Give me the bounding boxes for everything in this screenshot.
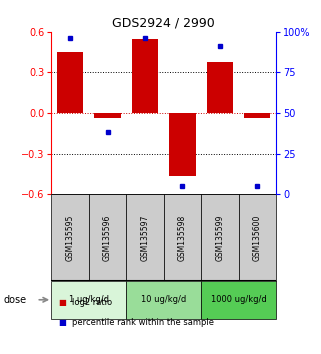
Bar (244, 113, 270, 118)
Bar (94, 113, 121, 118)
Text: GSM135598: GSM135598 (178, 215, 187, 261)
Bar (239, 194, 276, 281)
Text: dose: dose (3, 295, 26, 305)
Text: percentile rank within the sample: percentile rank within the sample (72, 318, 214, 327)
Text: 10 ug/kg/d: 10 ug/kg/d (141, 295, 186, 304)
Bar (51, 281, 126, 319)
Text: GSM135596: GSM135596 (103, 214, 112, 261)
Text: 1 ug/kg/d: 1 ug/kg/d (69, 295, 109, 304)
Bar (132, 39, 158, 113)
Bar (169, 113, 195, 177)
Title: GDS2924 / 2990: GDS2924 / 2990 (112, 16, 215, 29)
Text: GSM135600: GSM135600 (253, 214, 262, 261)
Text: ■: ■ (58, 318, 66, 327)
Text: 1000 ug/kg/d: 1000 ug/kg/d (211, 295, 266, 304)
Bar (57, 52, 83, 113)
Bar (51, 194, 89, 281)
Text: GSM135595: GSM135595 (65, 214, 74, 261)
Text: GSM135597: GSM135597 (141, 214, 150, 261)
Bar (201, 194, 239, 281)
Bar (207, 62, 233, 113)
Text: log2 ratio: log2 ratio (72, 298, 112, 307)
Bar (201, 281, 276, 319)
Bar (126, 281, 201, 319)
Text: GSM135599: GSM135599 (215, 214, 224, 261)
Bar (164, 194, 201, 281)
Bar (126, 194, 164, 281)
Bar (89, 194, 126, 281)
Text: ■: ■ (58, 298, 66, 307)
